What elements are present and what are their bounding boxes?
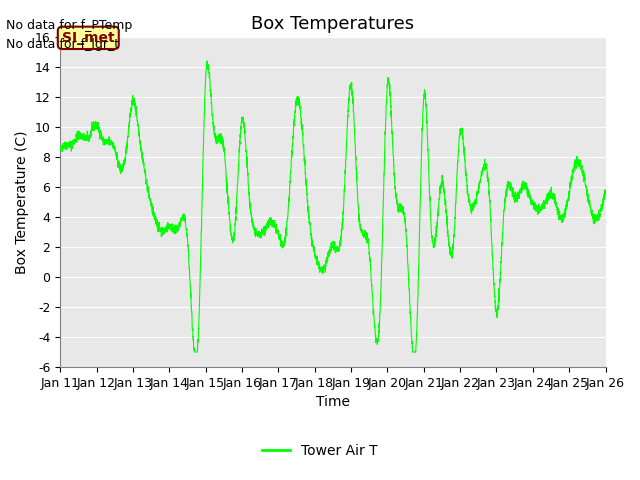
Legend: Tower Air T: Tower Air T	[257, 438, 383, 464]
Legend: 	[327, 408, 339, 420]
Text: No data for f_lgr_t: No data for f_lgr_t	[6, 38, 120, 51]
Title: Box Temperatures: Box Temperatures	[252, 15, 414, 33]
Text: SI_met: SI_met	[62, 31, 115, 45]
X-axis label: Time: Time	[316, 396, 350, 409]
Y-axis label: Box Temperature (C): Box Temperature (C)	[15, 131, 29, 274]
Text: No data for f_PTemp: No data for f_PTemp	[6, 19, 132, 32]
